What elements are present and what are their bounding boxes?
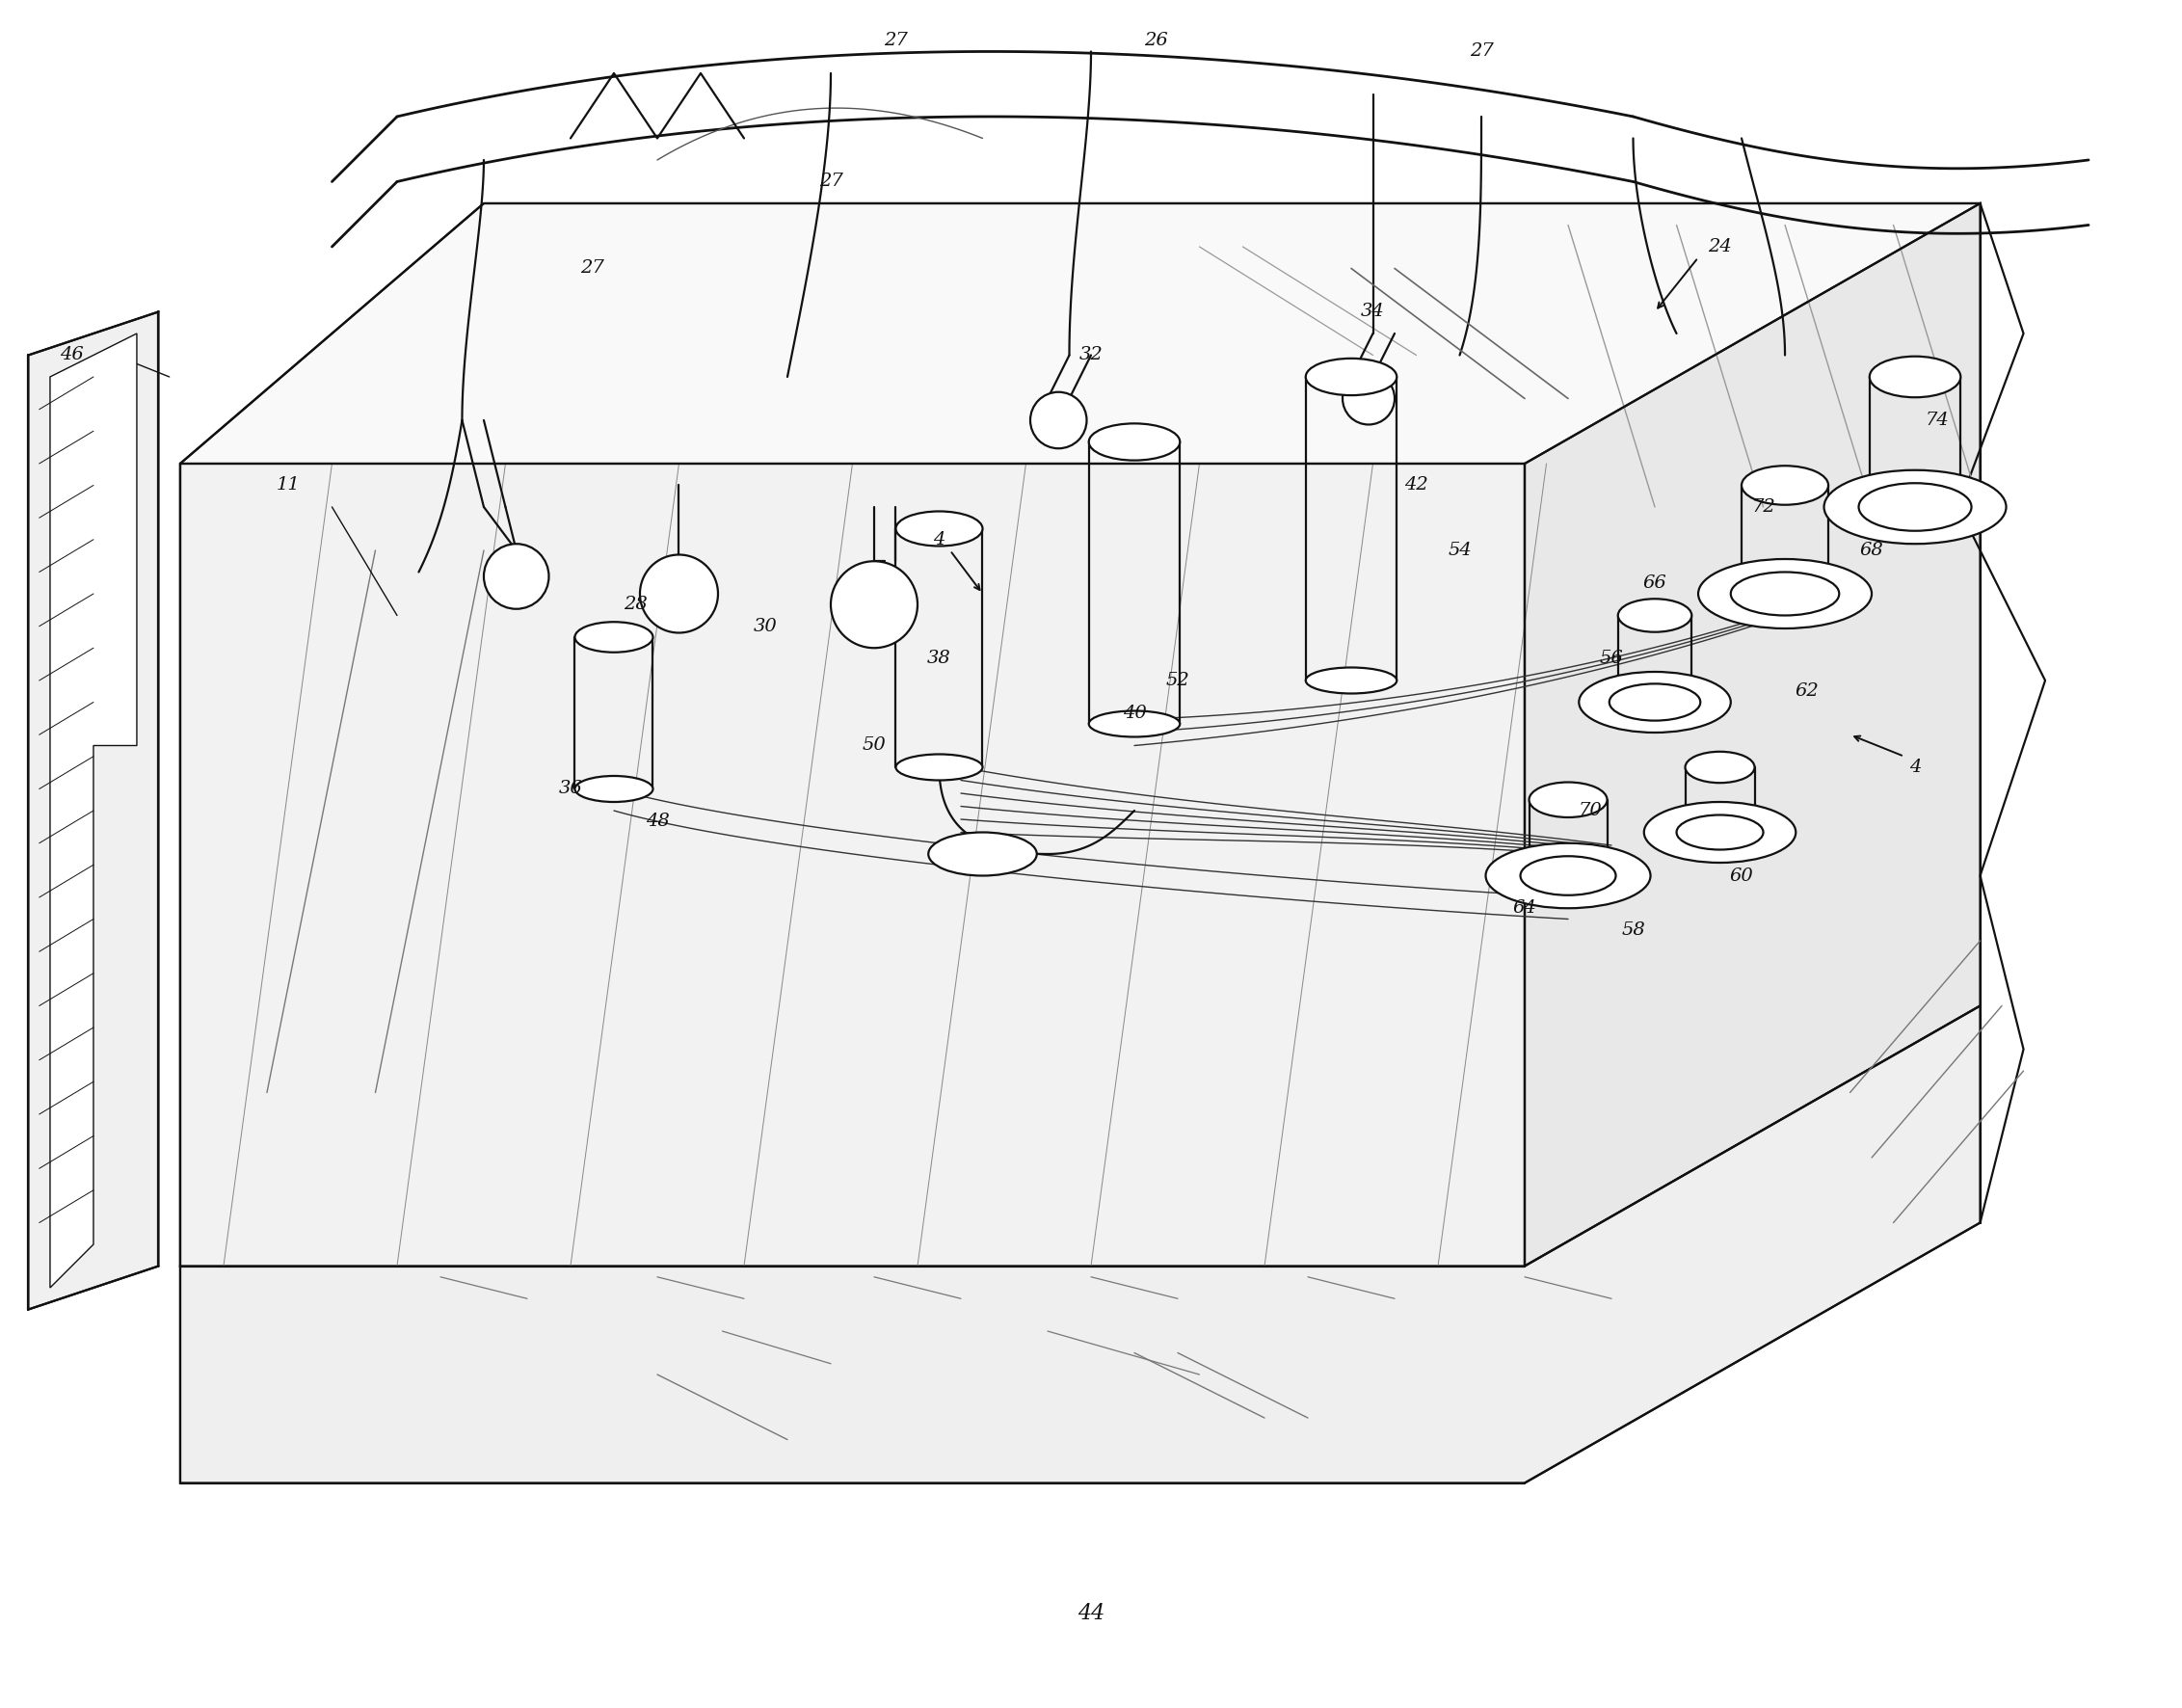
Text: 50: 50 bbox=[862, 736, 886, 755]
Text: 66: 66 bbox=[1643, 574, 1667, 591]
Ellipse shape bbox=[1685, 752, 1754, 782]
Text: 70: 70 bbox=[1578, 803, 1602, 820]
Ellipse shape bbox=[897, 755, 982, 781]
Text: 40: 40 bbox=[1122, 704, 1146, 722]
Ellipse shape bbox=[574, 775, 652, 803]
Ellipse shape bbox=[1643, 803, 1796, 863]
Text: 32: 32 bbox=[1080, 347, 1102, 364]
Ellipse shape bbox=[1610, 683, 1700, 721]
Ellipse shape bbox=[1530, 782, 1608, 818]
Circle shape bbox=[831, 562, 916, 647]
Ellipse shape bbox=[927, 832, 1036, 876]
Text: 54: 54 bbox=[1447, 541, 1471, 559]
Circle shape bbox=[484, 543, 550, 610]
Ellipse shape bbox=[1486, 844, 1650, 909]
Ellipse shape bbox=[1089, 424, 1180, 461]
Text: 4: 4 bbox=[934, 531, 945, 548]
Text: 48: 48 bbox=[646, 813, 670, 830]
Text: 27: 27 bbox=[1468, 43, 1492, 60]
Circle shape bbox=[1030, 393, 1087, 449]
Text: 56: 56 bbox=[1599, 651, 1623, 668]
Ellipse shape bbox=[1305, 668, 1396, 693]
Text: 4: 4 bbox=[1909, 758, 1920, 775]
Text: 52: 52 bbox=[1165, 671, 1189, 688]
Text: 27: 27 bbox=[884, 32, 908, 50]
Text: 27: 27 bbox=[580, 260, 604, 277]
Text: 62: 62 bbox=[1796, 683, 1818, 700]
Ellipse shape bbox=[1580, 671, 1730, 733]
Text: 11: 11 bbox=[277, 477, 301, 494]
Text: 72: 72 bbox=[1752, 499, 1776, 516]
Ellipse shape bbox=[1859, 483, 1973, 531]
Text: 38: 38 bbox=[927, 651, 951, 668]
Text: 46: 46 bbox=[59, 347, 83, 364]
Text: 60: 60 bbox=[1730, 868, 1754, 885]
Ellipse shape bbox=[1619, 600, 1691, 632]
Text: 36: 36 bbox=[559, 781, 583, 798]
Polygon shape bbox=[50, 333, 137, 1288]
Ellipse shape bbox=[1870, 357, 1962, 398]
Text: 27: 27 bbox=[818, 173, 842, 190]
Polygon shape bbox=[181, 203, 1979, 1266]
Circle shape bbox=[1342, 372, 1394, 425]
Polygon shape bbox=[181, 463, 1525, 1266]
Ellipse shape bbox=[1730, 572, 1839, 615]
Text: 44: 44 bbox=[1078, 1602, 1104, 1624]
Ellipse shape bbox=[1089, 711, 1180, 736]
Ellipse shape bbox=[1698, 559, 1872, 629]
Text: 28: 28 bbox=[624, 596, 648, 613]
Ellipse shape bbox=[1741, 466, 1829, 506]
Ellipse shape bbox=[1305, 359, 1396, 395]
Text: 68: 68 bbox=[1859, 541, 1883, 559]
Ellipse shape bbox=[574, 622, 652, 652]
Text: 74: 74 bbox=[1925, 412, 1949, 429]
Ellipse shape bbox=[1521, 856, 1617, 895]
Text: 24: 24 bbox=[1709, 237, 1733, 256]
Circle shape bbox=[639, 555, 718, 632]
Polygon shape bbox=[28, 313, 159, 1310]
Ellipse shape bbox=[1824, 470, 2005, 543]
Polygon shape bbox=[1525, 203, 1979, 1266]
Ellipse shape bbox=[897, 511, 982, 547]
Text: 42: 42 bbox=[1405, 477, 1429, 494]
Text: 34: 34 bbox=[1362, 302, 1386, 321]
Text: 30: 30 bbox=[753, 618, 777, 635]
Text: 26: 26 bbox=[1143, 32, 1167, 50]
Text: 64: 64 bbox=[1512, 900, 1536, 917]
Ellipse shape bbox=[1676, 815, 1763, 849]
Polygon shape bbox=[181, 1006, 1979, 1483]
Text: 58: 58 bbox=[1621, 921, 1645, 939]
